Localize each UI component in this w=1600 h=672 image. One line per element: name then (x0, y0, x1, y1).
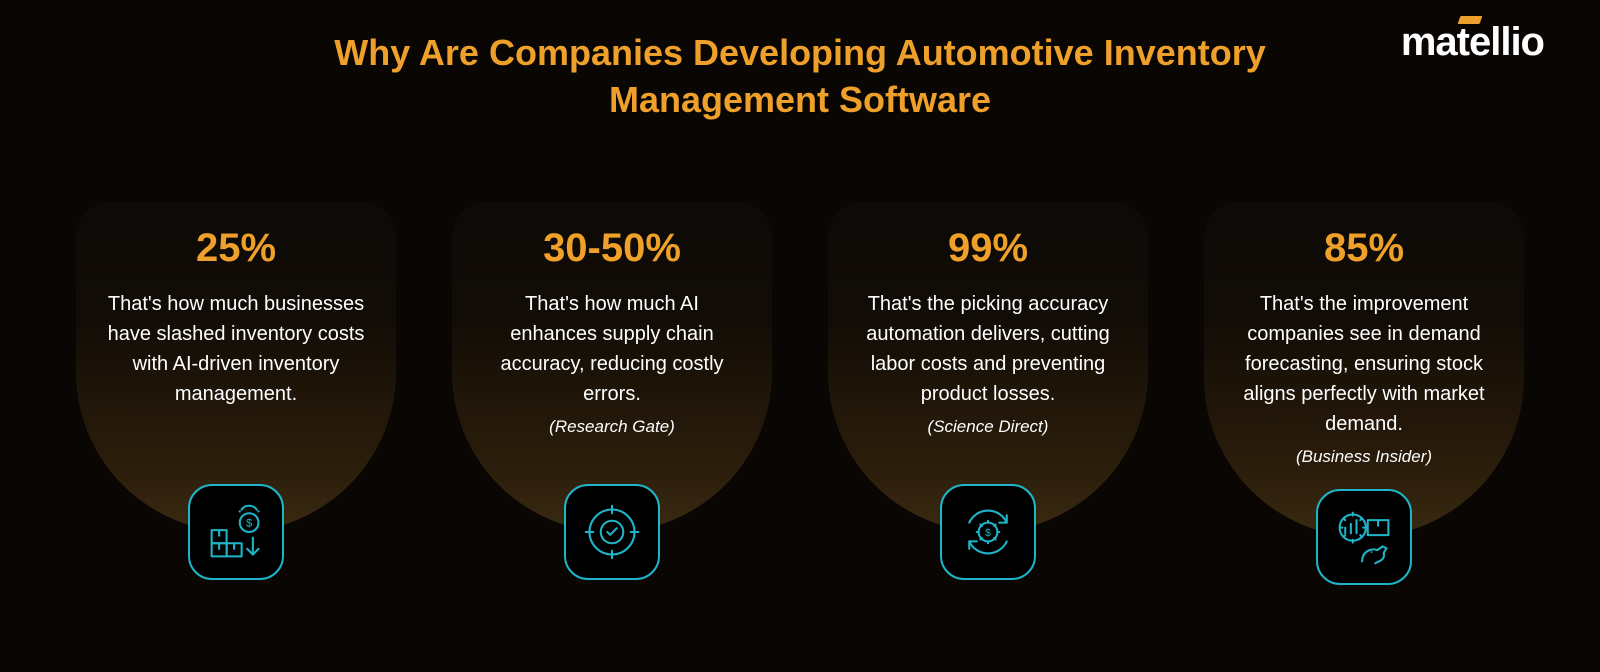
stat-description: That's the picking accuracy automation d… (858, 289, 1118, 409)
target-icon (564, 484, 660, 580)
brand-ellio: ellio (1469, 22, 1544, 62)
brand-accent-icon (1457, 16, 1482, 24)
stat-value: 99% (858, 226, 1118, 271)
infographic-page: matellio Why Are Companies Developing Au… (0, 0, 1600, 672)
stat-card: 99% That's the picking accuracy automati… (828, 202, 1148, 585)
inventory-cost-icon: $ (188, 484, 284, 580)
card-body: 99% That's the picking accuracy automati… (828, 202, 1148, 532)
stat-source: Business Insider (1234, 447, 1494, 467)
stat-value: 30-50% (482, 226, 742, 271)
stat-description: That's how much businesses have slashed … (106, 289, 366, 409)
brand-logo: matellio (1401, 22, 1544, 62)
automation-icon: $ (940, 484, 1036, 580)
cards-row: 25% That's how much businesses have slas… (48, 202, 1552, 585)
card-body: 25% That's how much businesses have slas… (76, 202, 396, 532)
stat-value: 25% (106, 226, 366, 271)
stat-description: That's the improvement companies see in … (1234, 289, 1494, 439)
stat-description: That's how much AI enhances supply chain… (482, 289, 742, 409)
stat-value: 85% (1234, 226, 1494, 271)
stat-card: 25% That's how much businesses have slas… (76, 202, 396, 585)
title-container: Why Are Companies Developing Automotive … (300, 30, 1300, 124)
brand-t: t (1457, 22, 1469, 62)
stat-card: 85% That's the improvement companies see… (1204, 202, 1524, 585)
growth-icon (1316, 489, 1412, 585)
page-title: Why Are Companies Developing Automotive … (300, 30, 1300, 124)
stat-source: Science Direct (858, 417, 1118, 437)
svg-text:$: $ (985, 527, 991, 538)
card-body: 30-50% That's how much AI enhances suppl… (452, 202, 772, 532)
card-body: 85% That's the improvement companies see… (1204, 202, 1524, 537)
svg-text:$: $ (246, 517, 253, 529)
brand-ma: ma (1401, 22, 1457, 62)
stat-source: Research Gate (482, 417, 742, 437)
stat-card: 30-50% That's how much AI enhances suppl… (452, 202, 772, 585)
